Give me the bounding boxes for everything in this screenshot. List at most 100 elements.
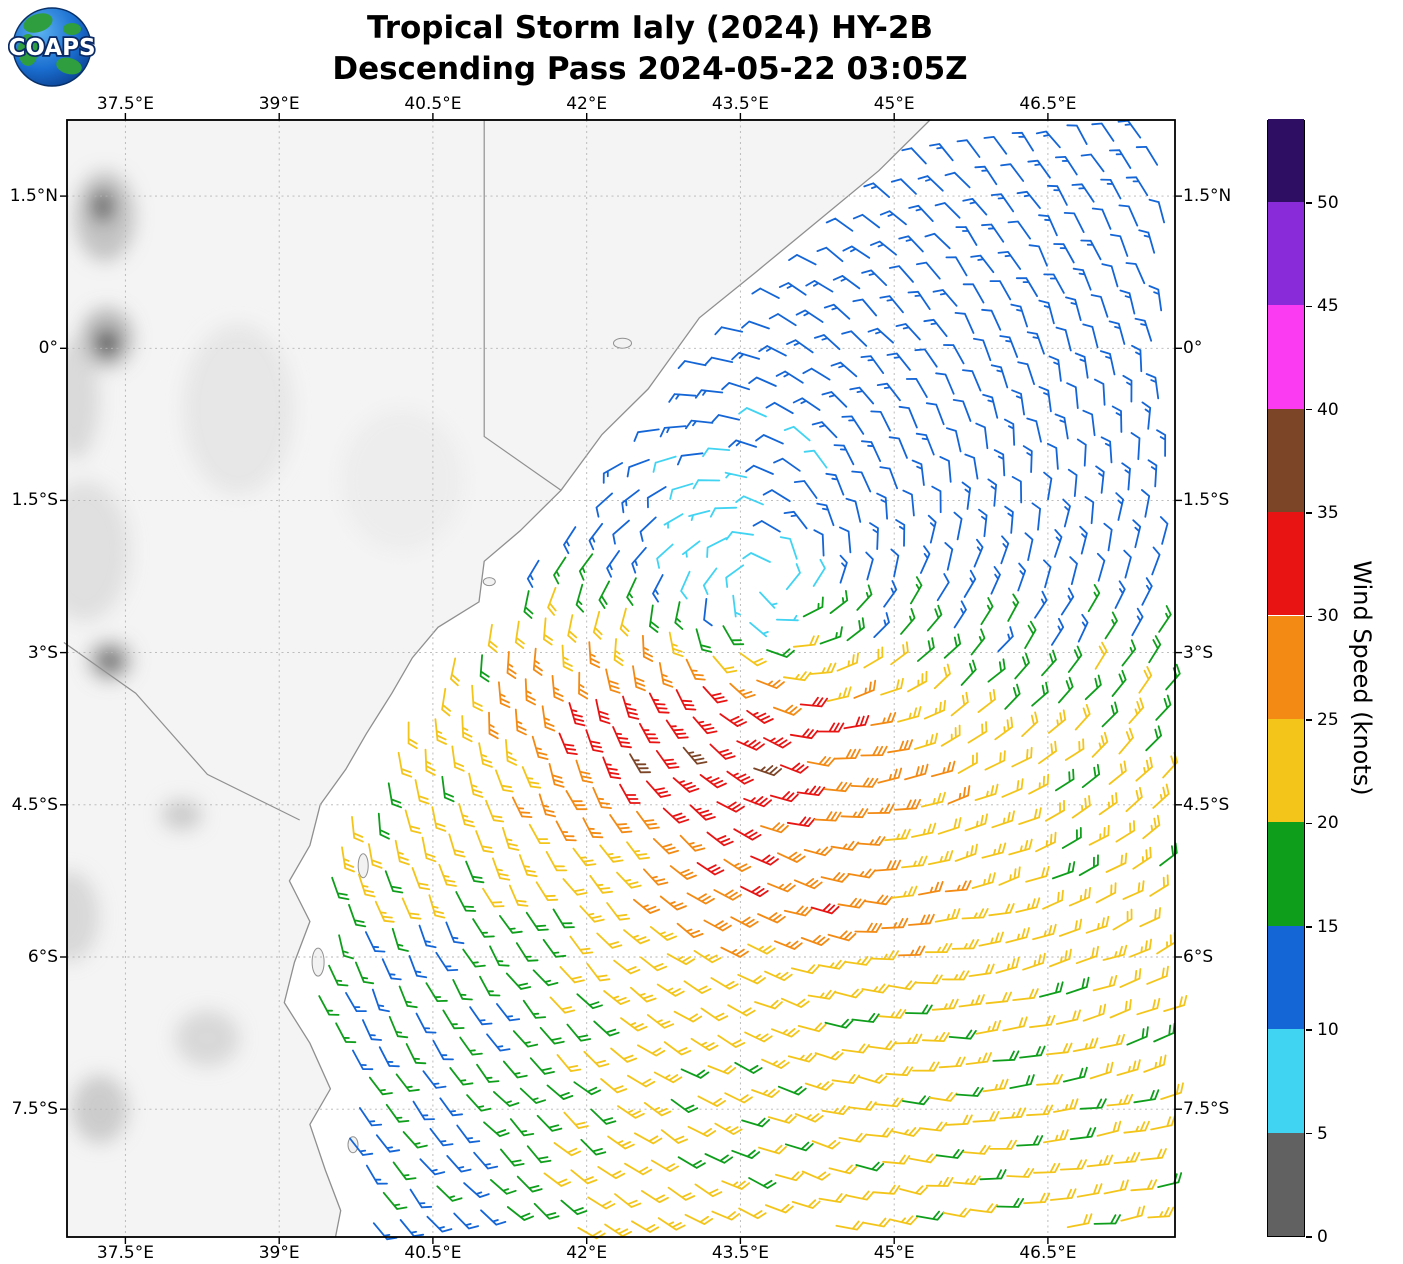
colorbar-segment xyxy=(1268,119,1304,202)
wind-barb xyxy=(1092,975,1118,992)
wind-barb xyxy=(348,904,367,928)
wind-barb xyxy=(595,492,613,518)
wind-barb xyxy=(621,489,640,514)
wind-barb xyxy=(1115,492,1124,521)
wind-barb xyxy=(536,1114,563,1132)
wind-barb xyxy=(1059,1159,1087,1171)
wind-barb xyxy=(522,999,547,1019)
wind-barb xyxy=(1155,694,1172,721)
wind-barb xyxy=(916,261,941,280)
wind-barb xyxy=(1135,756,1153,782)
wind-barb xyxy=(821,391,848,408)
wind-barb xyxy=(747,943,776,955)
wind-barb xyxy=(863,646,884,669)
wind-barb xyxy=(1157,1172,1183,1188)
wind-barb xyxy=(999,1107,1027,1120)
wind-barbs-layer xyxy=(318,119,1188,1241)
wind-barb xyxy=(972,1111,1000,1123)
wind-barb xyxy=(1018,807,1042,825)
wind-barb xyxy=(401,897,422,920)
wind-barb xyxy=(761,1058,790,1069)
wind-barb xyxy=(967,721,988,744)
wind-barb xyxy=(490,1179,517,1195)
wind-barb xyxy=(762,489,791,503)
wind-barb xyxy=(1001,778,1024,798)
wind-barb xyxy=(606,902,631,921)
wind-barb xyxy=(580,1138,607,1156)
wind-barb xyxy=(968,963,995,977)
map-panel xyxy=(60,113,1188,1244)
wind-barb xyxy=(1011,746,1033,768)
wind-barb xyxy=(514,620,525,649)
wind-barb xyxy=(1132,519,1142,549)
wind-barb xyxy=(587,1196,616,1210)
wind-barb xyxy=(725,531,754,541)
wind-barb xyxy=(605,668,621,694)
wind-barb xyxy=(657,1217,686,1231)
wind-barb xyxy=(345,992,367,1012)
wind-barb xyxy=(538,793,556,818)
wind-barb xyxy=(980,597,994,626)
wind-barb xyxy=(569,935,594,955)
wind-barb xyxy=(643,1102,672,1117)
wind-barb xyxy=(1121,639,1137,667)
wind-barb xyxy=(422,1070,447,1089)
wind-barb xyxy=(714,326,744,336)
wind-barb xyxy=(745,464,774,475)
wind-barb xyxy=(879,466,898,490)
wind-barb xyxy=(987,478,997,507)
wind-barb xyxy=(954,843,978,862)
wind-barb xyxy=(1136,997,1161,1016)
wind-barb xyxy=(853,679,877,699)
wind-barb xyxy=(824,1018,854,1029)
wind-barb xyxy=(955,1086,984,1097)
colorbar-tick-label: 50 xyxy=(1317,192,1339,213)
wind-barb xyxy=(1125,176,1149,197)
wind-barb xyxy=(852,298,878,317)
wind-barb xyxy=(1114,580,1126,609)
wind-barb xyxy=(1077,613,1089,643)
wind-barb xyxy=(588,641,601,669)
colorbar-tick-mark xyxy=(1306,408,1312,411)
wind-barb xyxy=(318,995,340,1016)
colorbar-segment xyxy=(1268,615,1304,719)
wind-barb xyxy=(888,436,908,459)
wind-barb xyxy=(1065,976,1090,995)
wind-barb xyxy=(876,492,888,520)
wind-barb xyxy=(682,746,708,765)
wind-barb xyxy=(1072,267,1092,291)
wind-barb xyxy=(999,335,1019,358)
wind-barb xyxy=(626,577,637,606)
wind-barb xyxy=(438,863,457,887)
wind-barb xyxy=(445,921,465,945)
wind-barb xyxy=(404,809,422,834)
wind-barb xyxy=(878,1008,907,1019)
wind-barb xyxy=(910,576,923,605)
wind-barb xyxy=(931,485,942,514)
wind-barb xyxy=(519,1087,546,1104)
wind-barb xyxy=(1064,738,1085,761)
wind-barb xyxy=(1027,159,1051,179)
wind-barb xyxy=(682,540,701,558)
wind-barb xyxy=(911,459,925,486)
wind-barb xyxy=(1116,1059,1141,1076)
colorbar-tick-label: 25 xyxy=(1317,709,1339,730)
wind-barb xyxy=(817,959,847,970)
wind-barb xyxy=(1153,1022,1176,1043)
wind-barb xyxy=(1039,981,1064,998)
wind-barb xyxy=(677,1156,706,1169)
wind-barb xyxy=(957,752,978,774)
wind-barb xyxy=(766,648,795,658)
wind-barb xyxy=(478,742,493,768)
wind-barb xyxy=(1004,418,1016,446)
wind-barb xyxy=(1134,317,1153,342)
wind-barb xyxy=(1147,459,1158,488)
wind-barb xyxy=(731,1149,761,1159)
wind-barb xyxy=(776,614,799,622)
wind-barb xyxy=(921,1032,950,1042)
wind-barb xyxy=(680,1068,710,1079)
wind-barb xyxy=(1007,220,1031,240)
wind-barb xyxy=(1042,889,1064,910)
wind-barb xyxy=(1115,820,1136,843)
wind-barb xyxy=(620,1017,648,1032)
